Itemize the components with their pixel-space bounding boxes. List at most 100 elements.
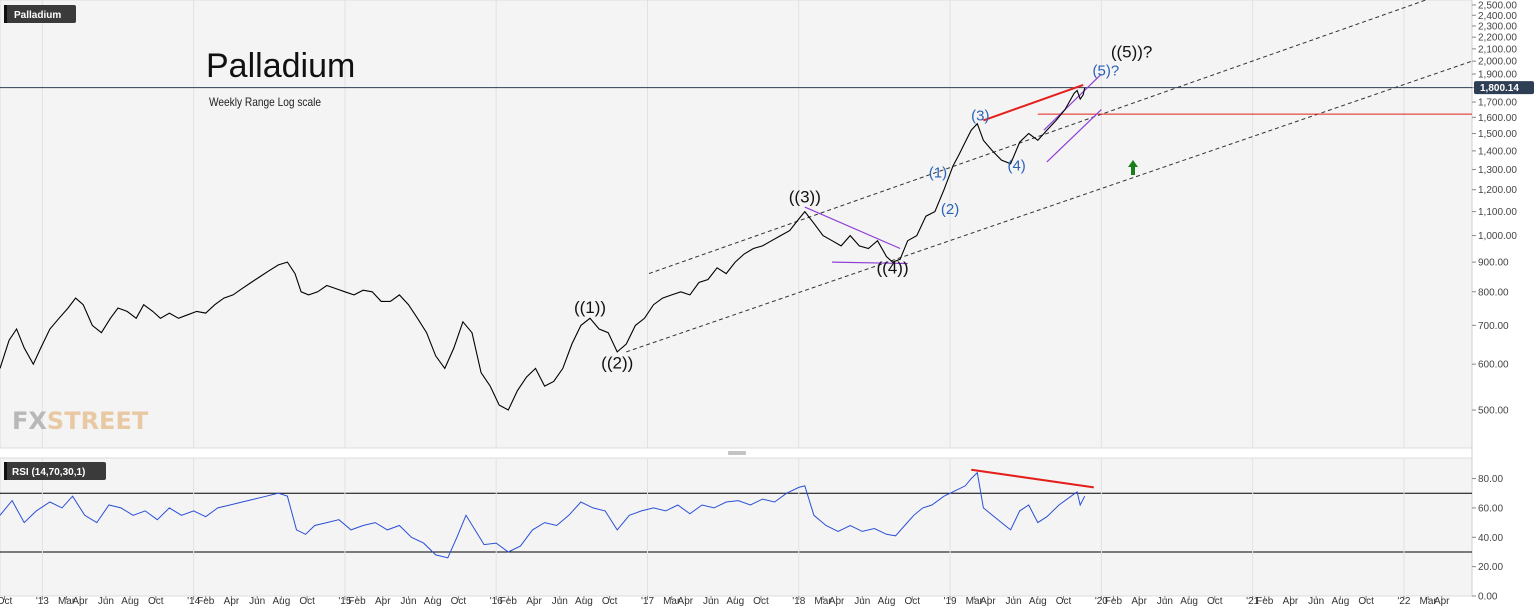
price-tick-label: 1,000.00	[1478, 231, 1517, 242]
time-tick-label: Aug	[1180, 596, 1198, 607]
time-tick-label: Apr	[980, 596, 996, 607]
rsi-panel-tag-label: RSI (14,70,30,1)	[12, 467, 85, 478]
rsi-tick-label: 0.00	[1478, 592, 1498, 603]
time-tick-label: Oct	[753, 596, 769, 607]
time-tick-label: Oct	[148, 596, 164, 607]
time-tick-label: Jun	[1157, 596, 1173, 607]
wedge-2019-upper	[1043, 73, 1102, 131]
time-tick-label: Apr	[829, 596, 845, 607]
wedge-2019-lower	[1046, 109, 1102, 163]
time-tick-label: Aug	[121, 596, 139, 607]
price-tick-label: 2,300.00	[1478, 21, 1517, 32]
price-tick-label: 1,700.00	[1478, 98, 1517, 109]
rsi-panel	[0, 457, 1473, 597]
price-tick-label: 1,200.00	[1478, 185, 1517, 196]
time-tick-label: Feb	[348, 596, 366, 607]
main-gridlines	[41, 0, 1405, 448]
price-tick-label: 1,600.00	[1478, 113, 1517, 124]
watermark-fx: FX	[12, 407, 47, 435]
time-tick-label: Oct	[299, 596, 315, 607]
wave-annotations: ((1)) ((2)) ((3)) ((4)) ((5))? (1) (2) (3) (4) (5…	[574, 42, 1152, 372]
time-tick-label: Apr	[72, 596, 88, 607]
price-tick-label: 800.00	[1478, 287, 1509, 298]
time-tick-label: '22	[1397, 596, 1410, 607]
price-axis-ticks: 500.00 600.00 700.00 800.00 900.00 1,000.00 1,…	[1472, 0, 1517, 417]
price-tick-label: 600.00	[1478, 360, 1509, 371]
time-tick-label: Mar	[814, 596, 832, 607]
time-tick-label: Jun	[552, 596, 568, 607]
main-panel-tag-label: Palladium	[14, 10, 61, 21]
rsi-tick-label: 60.00	[1478, 503, 1503, 514]
panel-resize-handle[interactable]	[728, 451, 746, 455]
price-tick-label: 700.00	[1478, 321, 1509, 332]
price-tick-label: 2,200.00	[1478, 33, 1517, 44]
time-tick-label: Oct	[602, 596, 618, 607]
up-arrow-icon	[1128, 160, 1138, 175]
time-tick-label: '16	[490, 596, 503, 607]
rsi-divergence-line	[971, 468, 1094, 489]
fxstreet-watermark: FXSTREET	[12, 407, 149, 435]
wedge-2018-upper	[804, 206, 901, 250]
price-tick-label: 1,500.00	[1478, 129, 1517, 140]
wave-label: ((1))	[574, 298, 606, 317]
time-tick-label: Aug	[272, 596, 290, 607]
time-tick-label: Aug	[575, 596, 593, 607]
time-tick-label: Apr	[1434, 596, 1450, 607]
time-tick-label: Oct	[1358, 596, 1374, 607]
chart-overlays	[0, 0, 1473, 489]
time-tick-label: '21	[1246, 596, 1259, 607]
time-tick-label: Feb	[1105, 596, 1123, 607]
time-tick-label: Mar	[58, 596, 76, 607]
wave-label: (2)	[941, 201, 959, 218]
time-tick-label: Mar	[1420, 596, 1438, 607]
rsi-tick-label: 40.00	[1478, 533, 1503, 544]
channel-upper-line	[648, 0, 1428, 275]
time-tick-label: Mar	[663, 596, 681, 607]
price-tick-label: 2,400.00	[1478, 11, 1517, 22]
wave-label: (1)	[929, 164, 947, 181]
price-tick-label: 500.00	[1478, 406, 1509, 417]
time-tick-label: Apr	[1283, 596, 1299, 607]
price-axis-area	[1472, 0, 1536, 611]
price-series-line	[0, 87, 1086, 411]
wave-label: ((3))	[789, 188, 821, 207]
rsi-panel-tag[interactable]: RSI (14,70,30,1)	[4, 462, 106, 480]
time-tick-label: '20	[1095, 596, 1108, 607]
wave-label: ((2))	[601, 353, 633, 372]
price-tick-label: 2,100.00	[1478, 44, 1517, 55]
time-tick-label: Apr	[375, 596, 391, 607]
rsi-axis-ticks: 0.00 20.00 40.00 60.00 80.00	[1472, 474, 1503, 603]
rsi-tick-label: 20.00	[1478, 562, 1503, 573]
red-top-trendline	[983, 83, 1084, 122]
channel-lower-line	[626, 60, 1473, 353]
time-tick-label: Aug	[726, 596, 744, 607]
time-tick-label: '19	[944, 596, 957, 607]
time-tick-label: '13	[36, 596, 49, 607]
time-tick-label: Aug	[1029, 596, 1047, 607]
time-tick-label: Jun	[98, 596, 114, 607]
wave-label: ((4))	[877, 259, 909, 278]
time-tick-label: Jun	[400, 596, 416, 607]
price-tick-label: 1,400.00	[1478, 146, 1517, 157]
time-tick-label: Apr	[1131, 596, 1147, 607]
time-tick-label: Oct	[904, 596, 920, 607]
time-tick-label: Feb	[197, 596, 215, 607]
time-tick-label: Apr	[526, 596, 542, 607]
wave-label: (5)?	[1093, 62, 1120, 79]
time-tick-label: Apr	[678, 596, 694, 607]
time-tick-label: '18	[792, 596, 805, 607]
time-tick-label: Mar	[966, 596, 984, 607]
main-panel-tag[interactable]: Palladium	[4, 5, 76, 23]
chart-title: Palladium	[206, 47, 355, 85]
chart-subtitle: Weekly Range Log scale	[209, 95, 321, 109]
time-tick-label: Feb	[1256, 596, 1274, 607]
rsi-series-line	[0, 471, 1086, 559]
time-tick-label: Oct	[451, 596, 467, 607]
price-tick-label: 1,900.00	[1478, 70, 1517, 81]
wave-label: ((5))?	[1111, 42, 1153, 61]
time-tick-label: Jun	[1006, 596, 1022, 607]
wave-label: (4)	[1007, 158, 1025, 175]
wave-label: (3)	[971, 107, 989, 124]
